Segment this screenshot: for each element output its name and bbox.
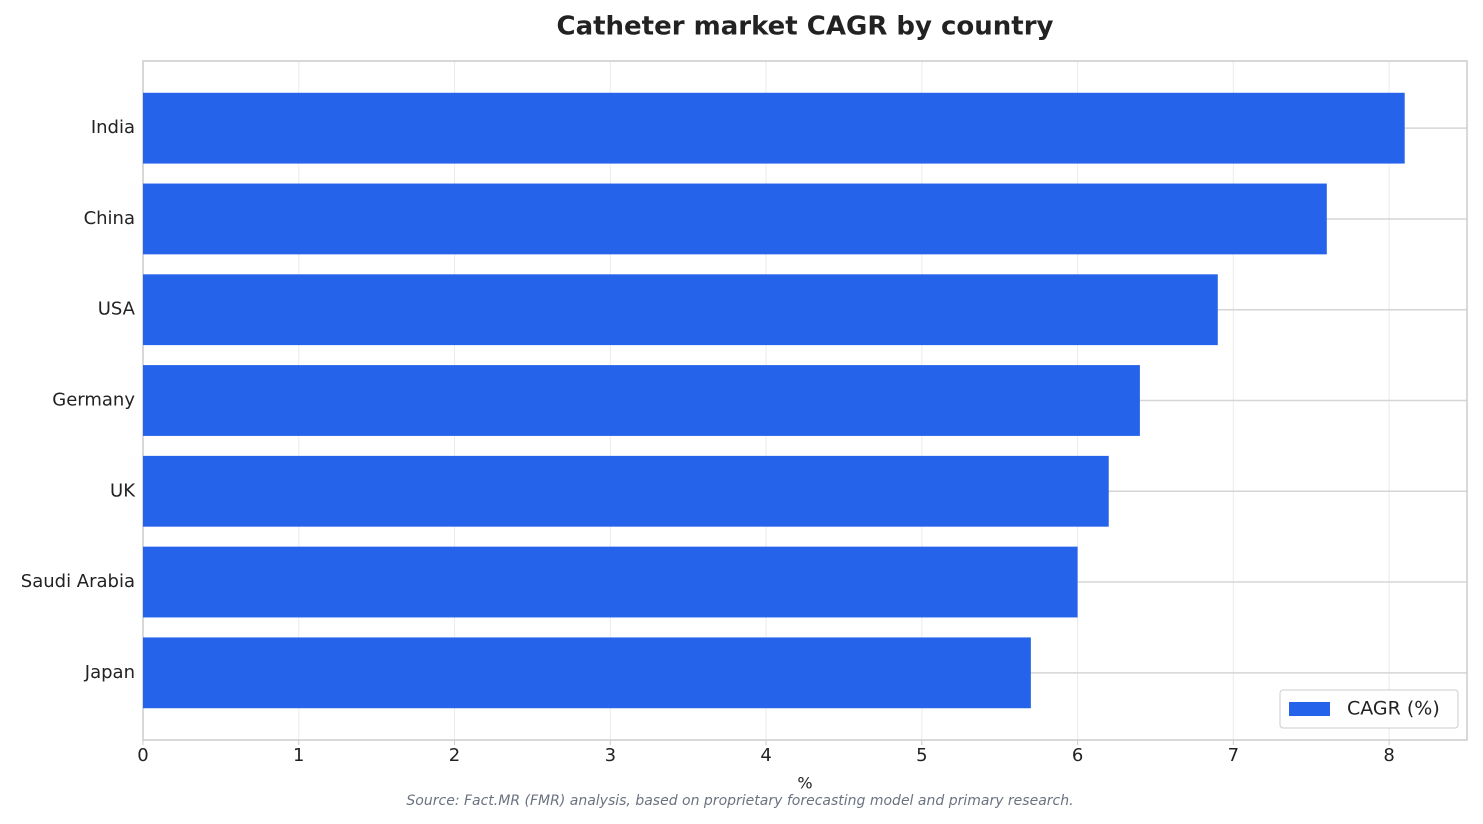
y-tick-label: China xyxy=(84,208,135,229)
bar xyxy=(143,274,1218,346)
bar xyxy=(143,183,1327,255)
x-tick-label: 0 xyxy=(137,745,148,766)
chart-title: Catheter market CAGR by country xyxy=(556,12,1053,42)
x-tick-label: 1 xyxy=(293,745,304,766)
x-tick-label: 2 xyxy=(449,745,460,766)
x-tick-label: 4 xyxy=(760,745,771,766)
y-tick-label: Japan xyxy=(84,662,135,683)
bar xyxy=(143,365,1140,436)
x-tick-label: 8 xyxy=(1383,745,1394,766)
y-tick-label: UK xyxy=(110,480,136,501)
legend-box xyxy=(1279,689,1459,729)
bar xyxy=(143,546,1078,618)
legend-swatch xyxy=(1289,702,1330,716)
y-tick-label: India xyxy=(91,117,135,138)
y-tick-label: Germany xyxy=(52,390,135,411)
y-tick-label: USA xyxy=(98,299,136,320)
x-axis-label: % xyxy=(797,774,812,793)
source-note: Source: Fact.MR (FMR) analysis, based on… xyxy=(406,793,1073,809)
y-tick-label: Saudi Arabia xyxy=(21,571,135,592)
bar xyxy=(143,455,1109,527)
x-tick-label: 6 xyxy=(1072,745,1083,766)
x-tick-label: 5 xyxy=(916,745,927,766)
x-tick-label: 3 xyxy=(605,745,616,766)
bar xyxy=(143,92,1405,164)
legend-label: CAGR (%) xyxy=(1347,698,1440,720)
bar xyxy=(143,637,1031,709)
x-tick-label: 7 xyxy=(1228,745,1239,766)
